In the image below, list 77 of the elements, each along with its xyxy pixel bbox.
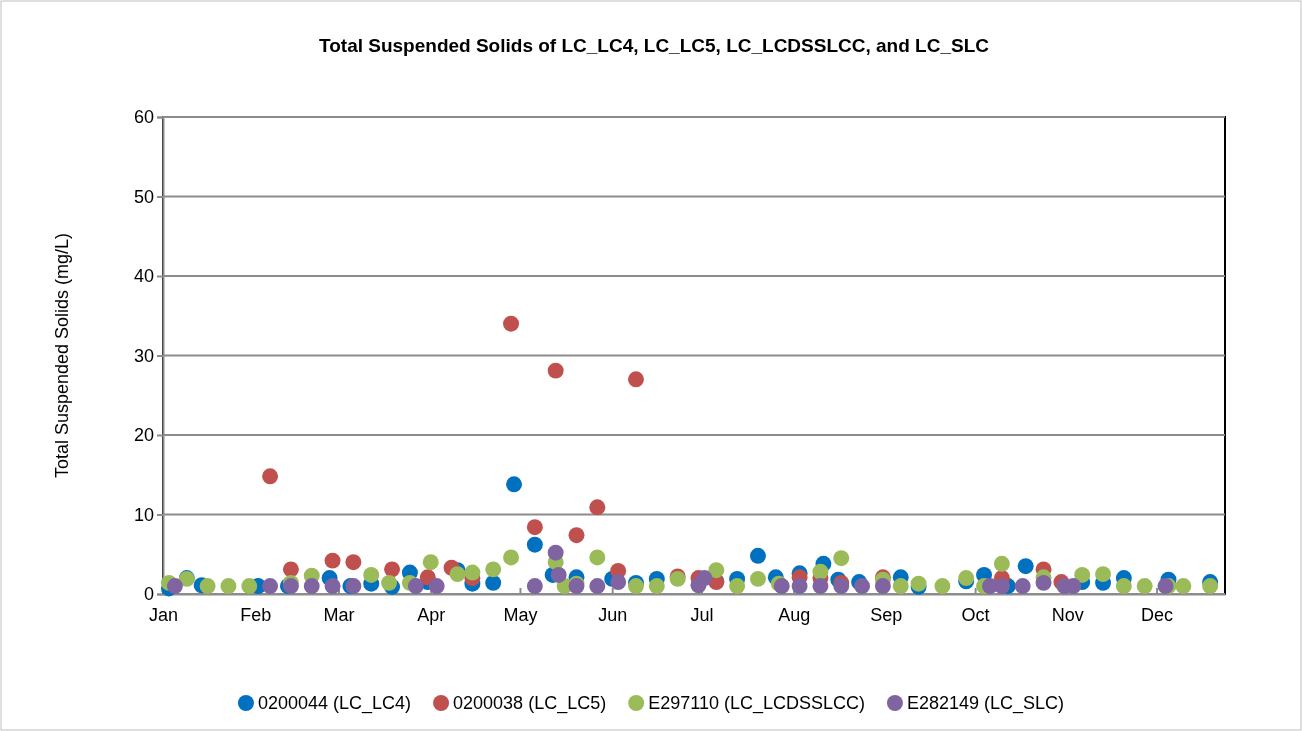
point bbox=[1175, 578, 1192, 595]
x-tick-label: Apr bbox=[417, 604, 446, 625]
point bbox=[1074, 566, 1091, 583]
point bbox=[812, 578, 829, 595]
point bbox=[1017, 558, 1034, 575]
point bbox=[384, 561, 401, 578]
x-tick-label: Jul bbox=[690, 604, 714, 625]
point bbox=[892, 578, 909, 595]
point bbox=[550, 566, 567, 583]
point bbox=[749, 547, 766, 564]
point bbox=[696, 570, 713, 587]
point bbox=[749, 570, 766, 587]
point bbox=[428, 578, 445, 595]
point bbox=[363, 566, 380, 583]
point bbox=[568, 527, 585, 544]
point bbox=[1035, 574, 1052, 591]
point bbox=[1095, 566, 1112, 583]
point bbox=[648, 578, 665, 595]
point bbox=[485, 561, 502, 578]
point bbox=[503, 315, 520, 332]
point bbox=[589, 549, 606, 566]
legend-label: E297110 (LC_LCDSSLCC) bbox=[648, 693, 865, 714]
point bbox=[464, 564, 481, 581]
x-tick-label: Oct bbox=[961, 604, 990, 625]
x-tick-label: Aug bbox=[778, 604, 811, 625]
point bbox=[449, 566, 466, 583]
y-tick-label: 50 bbox=[133, 186, 154, 207]
x-tick-label: Mar bbox=[323, 604, 355, 625]
point bbox=[589, 499, 606, 516]
point bbox=[1136, 578, 1153, 595]
point bbox=[610, 574, 627, 591]
x-tick-label: Jan bbox=[148, 604, 179, 625]
point bbox=[833, 550, 850, 567]
point bbox=[874, 578, 891, 595]
legend-label: E282149 (LC_SLC) bbox=[906, 693, 1065, 714]
point bbox=[833, 578, 850, 595]
x-tick-label: Sep bbox=[870, 604, 903, 625]
point bbox=[854, 578, 871, 595]
point bbox=[422, 554, 439, 571]
point bbox=[1115, 578, 1132, 595]
legend-label: 0200044 (LC_LC4) bbox=[257, 693, 412, 714]
point bbox=[345, 554, 362, 571]
point bbox=[547, 362, 564, 379]
point bbox=[381, 574, 398, 591]
point bbox=[526, 519, 543, 536]
point bbox=[993, 555, 1010, 572]
point bbox=[1202, 578, 1219, 595]
y-tick-label: 20 bbox=[133, 425, 154, 446]
point bbox=[547, 544, 564, 561]
point bbox=[628, 371, 644, 388]
y-tick-label: 40 bbox=[133, 266, 154, 287]
chart-title: Total Suspended Solids of LC_LC4, LC_LC5, LC_LCDSSLCC, and LC_SLC bbox=[319, 35, 990, 56]
x-tick-label: Feb bbox=[240, 604, 272, 625]
x-tick-label: Dec bbox=[1141, 604, 1174, 625]
point bbox=[526, 578, 543, 595]
x-tick-label: May bbox=[503, 604, 538, 625]
point bbox=[1014, 578, 1031, 595]
point bbox=[934, 578, 951, 595]
y-tick-label: 60 bbox=[133, 107, 154, 128]
x-tick-label: Jun bbox=[598, 604, 628, 625]
y-axis-title: Total Suspended Solids (mg/L) bbox=[52, 232, 72, 479]
point bbox=[589, 578, 606, 595]
point bbox=[729, 578, 746, 595]
x-tick-label: Nov bbox=[1051, 604, 1084, 625]
point bbox=[628, 578, 644, 595]
point bbox=[708, 562, 725, 579]
point bbox=[407, 578, 424, 595]
y-tick-label: 10 bbox=[133, 504, 154, 525]
point bbox=[812, 563, 829, 580]
legend-label: 0200038 (LC_LC5) bbox=[453, 693, 607, 714]
point bbox=[506, 476, 522, 493]
y-tick-label: 0 bbox=[143, 584, 154, 605]
point bbox=[503, 549, 520, 566]
point bbox=[485, 574, 502, 591]
y-tick-label: 30 bbox=[133, 345, 154, 366]
point bbox=[526, 536, 543, 553]
point bbox=[791, 578, 808, 595]
